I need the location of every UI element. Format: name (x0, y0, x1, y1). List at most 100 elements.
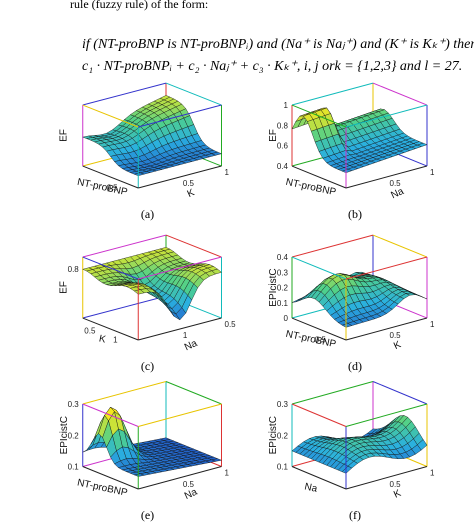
y-tick-label: 0.5 (183, 179, 195, 188)
y-tick-label: 0.5 (390, 331, 402, 340)
z-axis-label: EF (59, 129, 70, 142)
box-edge (345, 466, 428, 490)
surface-cell (341, 168, 353, 173)
box-edge (82, 82, 167, 106)
z-tick-label: 0.4 (277, 253, 289, 262)
box-edge (345, 317, 428, 341)
box-edge (138, 256, 222, 280)
box-edge (82, 165, 139, 189)
box-edge (138, 317, 222, 341)
z-tick-label: 0.6 (277, 142, 289, 151)
z-tick-label: 0.4 (277, 162, 289, 171)
box-edge (345, 256, 428, 280)
box-edge (82, 104, 139, 128)
y-axis-label: K (392, 339, 403, 352)
y-axis-label: Na (183, 338, 200, 354)
y-tick-label: 1 (430, 320, 435, 329)
panel-label: (f) (349, 508, 361, 522)
box-edge (82, 466, 139, 490)
panel-label: (c) (141, 359, 154, 373)
box-edge (82, 234, 167, 258)
y-tick-label: 1 (225, 469, 230, 478)
box-edge (291, 381, 374, 405)
x-axis-label: NT-proBNP (285, 329, 338, 350)
z-tick-label: 1 (284, 101, 289, 110)
z-axis-label: EF (59, 281, 70, 294)
z-tick-label: 0.3 (277, 268, 289, 277)
box-edge (291, 104, 347, 128)
z-tick-label: 0.8 (68, 265, 80, 274)
box-edge (165, 234, 222, 258)
z-tick-label: 0.2 (277, 284, 289, 293)
y-axis-label: K (392, 488, 403, 501)
z-tick-label: 0.1 (68, 463, 80, 472)
z-axis-label: EPIcistC (59, 416, 70, 454)
y-tick-label: 1 (430, 469, 435, 478)
box-edge (138, 165, 222, 189)
box-edge (291, 165, 347, 189)
y-tick-label: 0.5 (225, 320, 237, 329)
box-edge (165, 82, 222, 106)
z-tick-label: 0 (284, 314, 289, 323)
box-edge (82, 317, 139, 341)
formula-line: if (NT-proBNP is NT-proBNPᵢ) and (Na⁺ is… (82, 37, 474, 52)
z-tick-label: 0.1 (277, 463, 289, 472)
box-edge (372, 82, 428, 106)
surface-cell (133, 473, 145, 477)
x-axis-label: NT-proBNP (76, 477, 129, 498)
z-tick-label: 0.8 (277, 121, 289, 130)
y-tick-label: 0.5 (390, 179, 402, 188)
panel-label: (b) (348, 207, 362, 221)
box-edge (372, 381, 428, 405)
y-axis-label: K (186, 187, 197, 200)
box-edge (345, 165, 428, 189)
surface-cell (133, 289, 145, 295)
box-edge (165, 381, 222, 405)
panel-label: (d) (348, 359, 362, 373)
z-tick-label: 0.2 (68, 431, 80, 440)
surface-cell (133, 172, 145, 176)
panel-label: (a) (141, 207, 154, 221)
surface-cell (341, 465, 353, 474)
box-edge (82, 295, 167, 319)
box-edge (138, 466, 222, 490)
y-tick-label: 0.5 (183, 480, 195, 489)
z-tick-label: 0.2 (277, 431, 289, 440)
box-edge (82, 256, 139, 280)
x-axis-label: Na (303, 481, 318, 495)
x-axis-label: NT-proBNP (285, 177, 338, 198)
x-axis-label: NT-proBNP (76, 177, 129, 198)
intro-text: rule (fuzzy rule) of the form: (70, 0, 208, 11)
y-tick-label: 1 (183, 331, 188, 340)
box-edge (291, 82, 374, 106)
box-edge (291, 466, 347, 490)
box-edge (82, 381, 167, 405)
y-axis-label: Na (389, 186, 406, 202)
x-tick-label: 0.5 (106, 183, 118, 192)
box-edge (345, 104, 428, 128)
z-axis-label: EF (268, 129, 279, 142)
x-tick-label: 0.5 (84, 327, 96, 336)
panel-label: (e) (141, 508, 154, 522)
box-edge (291, 403, 347, 427)
x-tick-label: 0.5 (315, 335, 327, 344)
box-edge (291, 234, 374, 258)
box-edge (345, 403, 428, 427)
x-axis-label: K (98, 333, 107, 345)
y-tick-label: 1 (225, 168, 230, 177)
y-tick-label: 1 (430, 168, 435, 177)
z-tick-label: 0.3 (68, 400, 80, 409)
box-edge (372, 234, 428, 258)
box-edge (291, 256, 347, 280)
z-axis-label: EPIcistC (268, 268, 279, 306)
y-tick-label: 0.5 (390, 480, 402, 489)
z-tick-label: 0.1 (277, 299, 289, 308)
box-edge (291, 317, 347, 341)
box-edge (138, 104, 222, 128)
y-axis-label: Na (183, 486, 200, 502)
box-edge (138, 403, 222, 427)
z-axis-label: EPIcistC (268, 416, 279, 454)
surface-cell (341, 323, 353, 328)
formula-line: c₁ · NT-proBNPᵢ + c₂ · Naⱼ⁺ + c₃ · Kₖ⁺, … (82, 59, 462, 74)
